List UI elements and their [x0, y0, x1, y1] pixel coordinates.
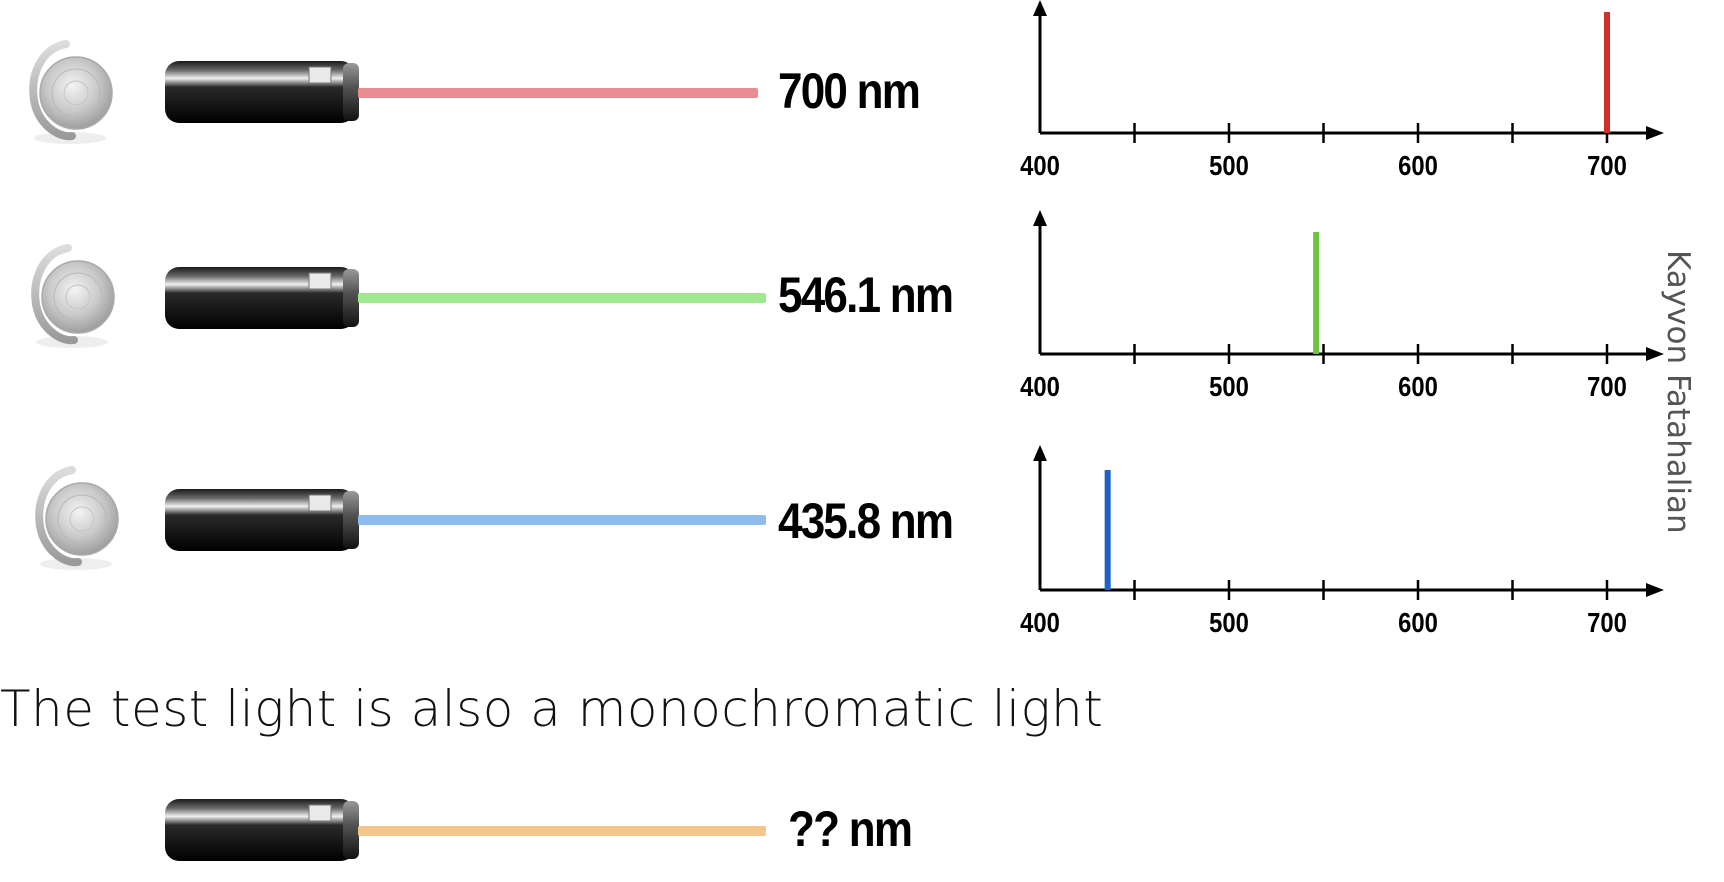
knob-icon	[24, 38, 116, 148]
spectral-line	[1104, 470, 1111, 590]
x-tick-label: 500	[1209, 149, 1249, 181]
y-axis-arrow	[1033, 0, 1047, 16]
wavelength-label: 435.8 nm	[778, 493, 954, 549]
laser-pointer-icon	[163, 797, 368, 863]
x-tick-label: 600	[1398, 149, 1438, 181]
y-axis-arrow	[1033, 210, 1047, 226]
x-tick-label: 600	[1398, 606, 1438, 638]
caption-text: The test light is also a monochromatic l…	[0, 680, 1104, 738]
wavelength-label: ?? nm	[788, 801, 913, 857]
x-tick-label: 700	[1587, 606, 1627, 638]
wavelength-label: 700 nm	[778, 63, 921, 119]
x-axis-arrow	[1646, 583, 1664, 597]
spectrum-charts: 400 500 600 700 400 500 600 700 400 500 600 700	[1020, 0, 1664, 638]
laser-beam	[358, 88, 758, 98]
laser-beam	[358, 826, 766, 836]
x-tick-label: 500	[1209, 370, 1249, 402]
y-axis-arrow	[1033, 445, 1047, 461]
knob-icon	[26, 242, 118, 352]
x-tick-label: 400	[1020, 606, 1060, 638]
spectral-line	[1313, 232, 1320, 354]
laser-pointer-icon	[163, 487, 368, 553]
x-tick-label: 600	[1398, 370, 1438, 402]
x-tick-label: 500	[1209, 606, 1249, 638]
knob-icon	[30, 464, 122, 574]
wavelength-label: 546.1 nm	[778, 267, 954, 323]
laser-beam	[358, 515, 766, 525]
author-credit: Kayvon Fatahalian	[1660, 250, 1696, 534]
x-tick-label: 700	[1587, 370, 1627, 402]
laser-beam	[358, 293, 766, 303]
x-tick-label: 400	[1020, 149, 1060, 181]
x-tick-label: 700	[1587, 149, 1627, 181]
laser-pointer-icon	[163, 59, 368, 125]
x-axis-arrow	[1646, 347, 1664, 361]
x-axis-arrow	[1646, 126, 1664, 140]
x-tick-label: 400	[1020, 370, 1060, 402]
spectral-line	[1604, 12, 1610, 133]
laser-pointer-icon	[163, 265, 368, 331]
